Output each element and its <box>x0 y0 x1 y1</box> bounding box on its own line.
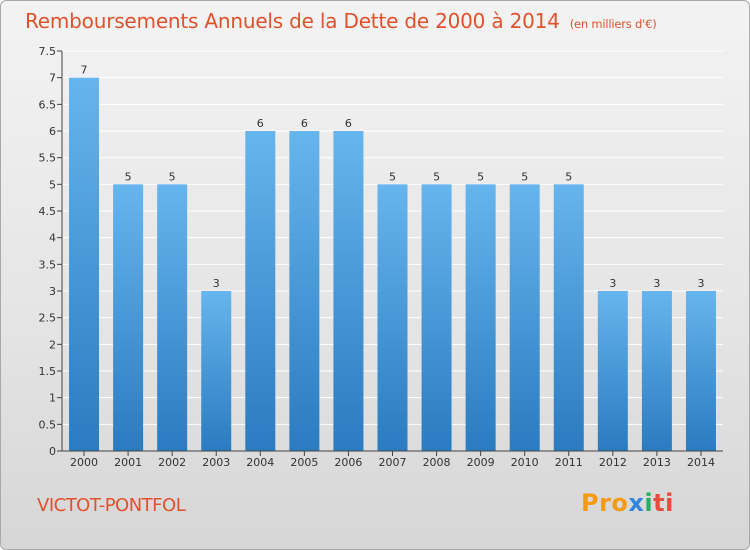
y-tick-label: 7 <box>49 72 56 85</box>
data-label: 5 <box>125 170 132 183</box>
city-name: VICTOT-PONTFOL <box>37 495 186 516</box>
bar <box>421 184 452 452</box>
y-tick-label: 4 <box>49 232 56 245</box>
chart-title: Remboursements Annuels de la Dette de 20… <box>25 9 657 33</box>
x-tick-label: 2013 <box>643 456 671 469</box>
x-tick-label: 2009 <box>467 456 495 469</box>
bar <box>685 291 716 451</box>
data-label: 6 <box>257 117 264 130</box>
y-tick-label: 5.5 <box>39 152 57 165</box>
y-tick-label: 1.5 <box>39 365 57 378</box>
data-label: 3 <box>653 277 660 290</box>
x-tick-label: 2003 <box>202 456 230 469</box>
chart-title-unit: (en milliers d'€) <box>569 17 657 31</box>
y-tick-label: 6.5 <box>39 98 57 111</box>
bar <box>509 184 540 452</box>
data-label: 5 <box>389 170 396 183</box>
data-label: 6 <box>345 117 352 130</box>
bar <box>641 291 672 451</box>
bar <box>333 131 364 451</box>
y-tick-label: 3.5 <box>39 258 57 271</box>
y-tick-label: 2 <box>49 338 56 351</box>
bar <box>201 291 232 451</box>
proxiti-logo[interactable]: Proxiti <box>581 489 674 517</box>
bar <box>157 184 188 452</box>
y-tick-label: 1 <box>49 392 56 405</box>
data-label: 5 <box>565 170 572 183</box>
y-tick-label: 6 <box>49 125 56 138</box>
bar <box>465 184 496 452</box>
x-tick-label: 2006 <box>334 456 362 469</box>
x-tick-label: 2011 <box>555 456 583 469</box>
data-label: 3 <box>609 277 616 290</box>
data-label: 5 <box>477 170 484 183</box>
y-tick-label: 3 <box>49 285 56 298</box>
chart-title-text: Remboursements Annuels de la Dette de 20… <box>25 9 560 33</box>
y-tick-label: 5 <box>49 178 56 191</box>
y-tick-label: 2.5 <box>39 312 57 325</box>
x-tick-label: 2001 <box>114 456 142 469</box>
bar <box>553 184 584 452</box>
data-label: 3 <box>213 277 220 290</box>
x-tick-label: 2008 <box>423 456 451 469</box>
bar <box>113 184 144 452</box>
x-tick-label: 2010 <box>511 456 539 469</box>
data-label: 5 <box>521 170 528 183</box>
x-tick-label: 2002 <box>158 456 186 469</box>
y-tick-label: 4.5 <box>39 205 57 218</box>
bar <box>597 291 628 451</box>
bar <box>289 131 320 451</box>
data-label: 6 <box>301 117 308 130</box>
y-tick-label: 0.5 <box>39 418 57 431</box>
x-tick-label: 2000 <box>70 456 98 469</box>
data-label: 5 <box>433 170 440 183</box>
x-tick-label: 2012 <box>599 456 627 469</box>
y-tick-label: 0 <box>49 445 56 458</box>
bar <box>377 184 408 452</box>
bar <box>69 77 100 452</box>
data-label: 3 <box>697 277 704 290</box>
x-tick-label: 2014 <box>687 456 715 469</box>
bar <box>245 131 276 451</box>
x-tick-label: 2007 <box>379 456 407 469</box>
y-tick-label: 7.5 <box>39 45 57 58</box>
data-label: 7 <box>81 64 88 77</box>
x-tick-label: 2005 <box>290 456 318 469</box>
x-tick-label: 2004 <box>246 456 274 469</box>
data-label: 5 <box>169 170 176 183</box>
